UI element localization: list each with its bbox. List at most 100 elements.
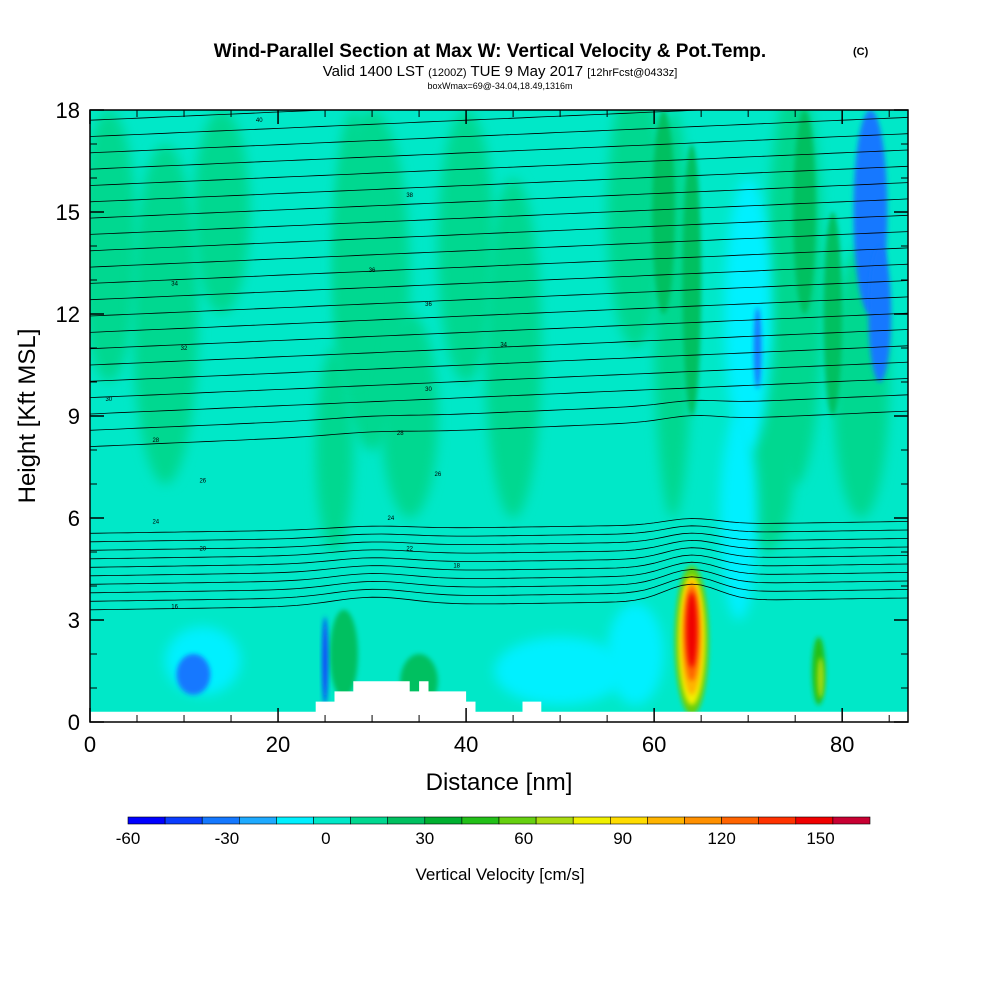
colorbar-tick-label: 150 <box>806 829 834 848</box>
theta-contour <box>90 576 908 602</box>
potential-temperature-contours: 40 38 36 36 34 34 32 30 30 28 28 26 26 24 24 22 20 18 16 <box>90 110 908 610</box>
weak-ascent-region <box>437 110 495 382</box>
chart-subtitle-box: boxWmax=69@-34.04,18.49,1316m <box>428 81 573 91</box>
colorbar-tick-label: 0 <box>321 829 330 848</box>
theta-label: 32 <box>181 346 188 352</box>
ascent-streak <box>793 110 816 314</box>
chart-title-units: (C) <box>853 46 869 58</box>
y-tick-label: 18 <box>56 98 80 123</box>
plot-area: 40 38 36 36 34 34 32 30 30 28 28 26 26 24 24 22 20 18 16 <box>90 110 908 722</box>
theta-contour <box>90 547 908 568</box>
theta-contour <box>90 116 908 154</box>
colorbar-tick-label: 30 <box>415 829 434 848</box>
theta-label: 40 <box>256 118 263 124</box>
colorbar-swatch <box>350 816 389 825</box>
theta-contour <box>90 378 908 415</box>
theta-contour <box>90 569 908 594</box>
colorbar-swatch <box>572 816 611 825</box>
theta-contour <box>90 198 908 235</box>
weak-ascent-region <box>484 178 542 518</box>
theta-label: 28 <box>397 431 404 437</box>
subtitle-fcst: [12hrFcst@0433z] <box>587 67 677 79</box>
colorbar-swatch <box>684 816 722 825</box>
colorbar-swatch <box>127 816 166 825</box>
theta-label: 24 <box>388 516 395 522</box>
weak-ascent-region <box>607 110 664 348</box>
x-tick-label: 20 <box>266 732 290 757</box>
colorbar-swatch <box>795 816 834 825</box>
x-tick-label: 80 <box>830 732 854 757</box>
colorbar-swatch <box>609 816 648 825</box>
colorbar-swatch <box>535 816 574 825</box>
theta-contour <box>90 263 908 301</box>
weak-descent-region <box>607 603 664 705</box>
colorbar-tick-label: 60 <box>514 829 533 848</box>
y-tick-label: 0 <box>68 710 80 735</box>
ascent-streak <box>682 144 702 416</box>
weak-ascent-region <box>132 144 199 484</box>
theta-contour <box>90 329 908 366</box>
weak-descent-region <box>494 637 626 705</box>
weak-descent-region <box>724 178 772 450</box>
colorbar-tick-label: 90 <box>613 829 632 848</box>
theta-contour <box>90 525 908 543</box>
theta-contour <box>90 561 908 585</box>
colorbar-swatch <box>313 816 351 825</box>
theta-contour <box>90 182 908 219</box>
ascent-streak <box>652 110 675 314</box>
theta-contour <box>90 296 908 333</box>
subtitle-valid: Valid 1400 LST <box>323 63 424 80</box>
theta-contour <box>90 231 908 268</box>
theta-label: 36 <box>369 268 376 274</box>
theta-label: 34 <box>500 343 507 349</box>
theta-contour <box>90 110 711 137</box>
chart-subtitle: Valid 1400 LST (1200Z) TUE 9 May 2017 [1… <box>323 63 678 80</box>
theta-label: 36 <box>425 302 432 308</box>
updraft-core <box>817 657 824 699</box>
weak-ascent-region <box>334 110 373 382</box>
weak-descent-region <box>719 416 758 620</box>
theta-contour <box>90 532 908 551</box>
theta-contour <box>90 165 908 203</box>
theta-contour <box>90 554 908 577</box>
theta-contour <box>90 345 908 382</box>
subtitle-utc: (1200Z) <box>428 67 467 79</box>
descent-core <box>176 654 211 695</box>
theta-label: 30 <box>425 387 432 393</box>
theta-label: 38 <box>406 193 413 199</box>
y-axis-ticks: 0 36 9 12 15 18 <box>56 98 908 735</box>
colorbar-swatch <box>498 816 537 825</box>
theta-contour <box>90 280 908 317</box>
x-tick-label: 60 <box>642 732 666 757</box>
terrain <box>90 681 908 722</box>
colorbar-swatch <box>424 816 463 825</box>
terrain-fill <box>90 681 908 722</box>
colorbar-tick-label: 120 <box>707 829 735 848</box>
colorbar-label: Vertical Velocity [cm/s] <box>415 865 584 884</box>
ascent-streak <box>823 212 843 416</box>
y-tick-label: 12 <box>56 302 80 327</box>
subtitle-date: TUE 9 May 2017 <box>471 63 584 80</box>
theta-contour <box>90 410 908 447</box>
chart-title-block: Wind-Parallel Section at Max W: Vertical… <box>214 41 869 91</box>
colorbar-tick-label: -60 <box>116 829 141 848</box>
ascent-streak <box>329 609 358 699</box>
colorbar-swatch <box>647 816 685 825</box>
colorbar-swatch <box>164 816 203 825</box>
y-tick-label: 6 <box>68 506 80 531</box>
weak-ascent-region <box>315 348 354 552</box>
theta-contour <box>90 110 335 121</box>
velocity-field <box>90 110 892 716</box>
x-tick-label: 40 <box>454 732 478 757</box>
theta-contour <box>90 361 908 398</box>
theta-label: 16 <box>171 604 178 610</box>
theta-contour <box>90 518 908 534</box>
colorbar-swatch <box>758 816 797 825</box>
y-tick-label: 9 <box>68 404 80 429</box>
theta-label: 20 <box>199 547 206 553</box>
y-tick-label: 15 <box>56 200 80 225</box>
theta-label: 24 <box>152 519 159 525</box>
theta-label: 18 <box>453 564 460 570</box>
colorbar-swatch <box>239 816 277 825</box>
